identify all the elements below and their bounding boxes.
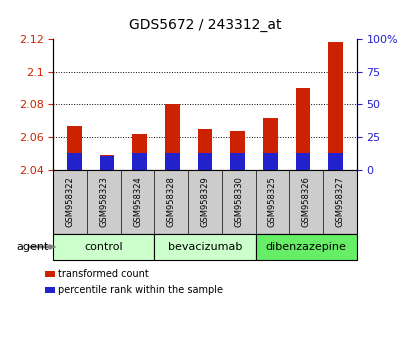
Bar xyxy=(99,155,114,170)
Text: GSM958326: GSM958326 xyxy=(301,176,310,227)
Text: GSM958322: GSM958322 xyxy=(65,176,74,227)
Bar xyxy=(295,88,310,170)
Text: percentile rank within the sample: percentile rank within the sample xyxy=(58,285,222,295)
Text: GSM958324: GSM958324 xyxy=(133,176,142,227)
Bar xyxy=(197,153,212,170)
Text: agent: agent xyxy=(16,242,49,252)
Text: GDS5672 / 243312_at: GDS5672 / 243312_at xyxy=(128,18,281,32)
Bar xyxy=(197,129,212,170)
Bar xyxy=(230,131,245,170)
Bar xyxy=(230,153,245,170)
Bar xyxy=(262,153,277,170)
Text: dibenzazepine: dibenzazepine xyxy=(265,242,346,252)
Bar xyxy=(67,153,81,170)
Bar xyxy=(164,153,179,170)
Text: transformed count: transformed count xyxy=(58,269,148,279)
Bar xyxy=(328,153,342,170)
Bar xyxy=(132,153,147,170)
Bar xyxy=(262,118,277,170)
Text: GSM958327: GSM958327 xyxy=(335,176,344,227)
Text: GSM958323: GSM958323 xyxy=(99,176,108,227)
Text: bevacizumab: bevacizumab xyxy=(167,242,242,252)
Bar xyxy=(328,42,342,170)
Text: control: control xyxy=(84,242,123,252)
Text: GSM958329: GSM958329 xyxy=(200,176,209,227)
Bar xyxy=(164,104,179,170)
Bar xyxy=(295,153,310,170)
Text: GSM958330: GSM958330 xyxy=(234,176,243,227)
Bar xyxy=(67,126,81,170)
Bar xyxy=(99,155,114,170)
Text: GSM958328: GSM958328 xyxy=(166,176,175,227)
Text: GSM958325: GSM958325 xyxy=(267,176,276,227)
Bar xyxy=(132,134,147,170)
